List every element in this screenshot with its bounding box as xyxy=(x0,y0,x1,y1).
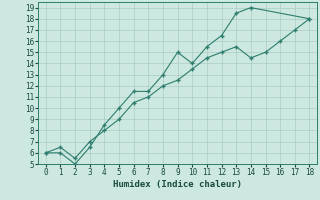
X-axis label: Humidex (Indice chaleur): Humidex (Indice chaleur) xyxy=(113,180,242,189)
